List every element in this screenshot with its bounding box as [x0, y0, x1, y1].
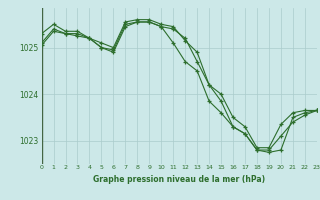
X-axis label: Graphe pression niveau de la mer (hPa): Graphe pression niveau de la mer (hPa) — [93, 175, 265, 184]
